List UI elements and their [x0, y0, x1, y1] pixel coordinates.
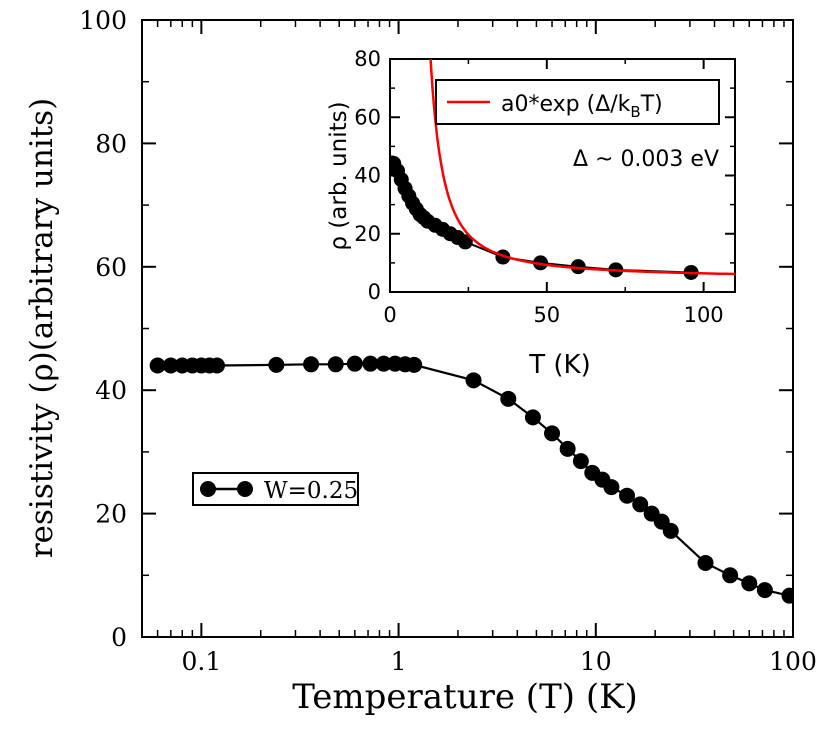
inset-legend-label-suffix: T): [640, 92, 663, 117]
inset-legend-label-prefix: a0*exp (Δ/k: [501, 92, 631, 117]
main-data-point: [544, 425, 561, 442]
inset-legend: a0*exp (Δ/kBT): [435, 79, 720, 125]
main-data-point: [722, 567, 739, 584]
main-y-tick-label: 80: [95, 129, 127, 158]
inset-annotation: Δ ~ 0.003 eV: [573, 147, 719, 172]
inset-x-axis-label: T (K): [528, 350, 590, 380]
main-x-tick-label: 10: [580, 647, 612, 676]
inset-y-tick-label: 20: [354, 222, 381, 246]
inset-fit-curve: [429, 59, 735, 276]
inset-data-point: [457, 234, 473, 250]
main-data-point: [208, 357, 225, 374]
main-data-point: [619, 487, 636, 504]
main-data-point: [149, 357, 166, 374]
inset-ticks: 0 50 100 0 20 40 60 80: [354, 47, 735, 327]
main-x-axis-label: Temperature (T) (K): [292, 677, 638, 717]
main-ticks: 0.1 1 10 100 0 20 40 60 80 100: [79, 6, 817, 676]
inset-legend-label-subscript: B: [630, 103, 640, 121]
inset-y-tick-label: 40: [354, 164, 381, 188]
main-data-point: [327, 356, 344, 373]
main-series: [149, 355, 793, 604]
main-x-tick-label: 100: [769, 647, 817, 676]
main-data-point: [362, 355, 379, 372]
inset-y-tick-label: 0: [368, 280, 381, 304]
main-y-tick-label: 20: [95, 500, 127, 529]
main-data-point: [406, 356, 423, 373]
main-legend-marker: [200, 481, 216, 497]
main-legend-label: W=0.25: [264, 478, 358, 504]
main-data-point: [756, 582, 773, 599]
main-data-point: [741, 575, 758, 592]
main-data-point: [375, 355, 392, 372]
main-data-point: [632, 496, 649, 513]
main-legend: W=0.25: [192, 472, 359, 506]
main-data-point: [500, 390, 517, 407]
main-data-point: [162, 357, 179, 374]
inset-data-point: [570, 259, 586, 275]
main-data-point: [603, 479, 620, 496]
inset-y-tick-label: 80: [354, 47, 381, 71]
main-x-tick-label: 1: [391, 647, 407, 676]
inset-y-axis-label: ρ (arb. units): [326, 101, 352, 250]
main-data-point: [781, 587, 793, 604]
main-data-point: [346, 355, 363, 372]
main-x-tick-label: 0.1: [181, 647, 221, 676]
main-legend-marker: [237, 481, 253, 497]
inset-series: [390, 59, 735, 280]
inset-x-tick-label: 100: [684, 303, 724, 327]
inset-x-tick-label: 50: [533, 303, 560, 327]
main-data-point: [465, 372, 482, 389]
main-y-axis-label: resistivity (ρ)(arbitrary units): [24, 98, 60, 558]
main-data-point: [559, 440, 576, 457]
inset-x-tick-label: 0: [383, 303, 396, 327]
main-y-tick-label: 60: [95, 253, 127, 282]
main-y-tick-label: 40: [95, 376, 127, 405]
main-y-tick-label: 0: [111, 623, 127, 652]
main-data-point: [268, 356, 285, 373]
main-data-point: [572, 453, 589, 470]
inset-legend-label: a0*exp (Δ/kBT): [501, 92, 663, 121]
inset-y-tick-label: 60: [354, 105, 381, 129]
main-data-point: [303, 356, 320, 373]
main-y-tick-label: 100: [79, 6, 127, 35]
main-data-point: [524, 409, 541, 426]
main-data-point: [697, 554, 714, 571]
main-data-point: [662, 522, 679, 539]
